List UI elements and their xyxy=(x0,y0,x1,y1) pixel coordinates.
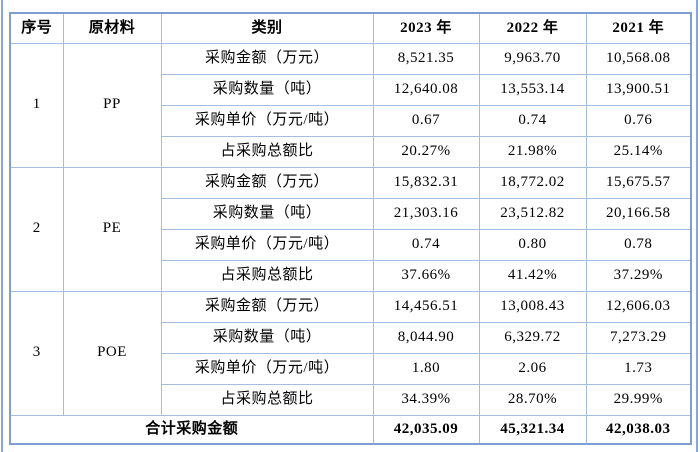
col-header-category: 类别 xyxy=(160,12,374,44)
value-cell-2022: 28.70% xyxy=(478,383,587,416)
value-cell-2023: 20.27% xyxy=(372,135,480,168)
col-header-index: 序号 xyxy=(9,12,64,44)
value-cell-2023: 0.74 xyxy=(372,228,480,261)
group-index-cell: 1 xyxy=(9,42,64,168)
value-cell-2021: 37.29% xyxy=(585,259,692,292)
value-cell-2021: 1.73 xyxy=(585,352,692,385)
category-cell: 采购数量（吨） xyxy=(160,321,374,354)
category-cell: 占采购总额比 xyxy=(160,383,374,416)
category-cell: 占采购总额比 xyxy=(160,259,374,292)
value-cell-2022: 9,963.70 xyxy=(478,42,587,75)
page-frame-right xyxy=(696,0,698,452)
table-row: 采购单价（万元/吨） 0.74 0.80 0.78 xyxy=(10,228,692,261)
category-cell: 采购数量（吨） xyxy=(160,197,374,230)
group-material-cell: PP xyxy=(62,42,162,168)
col-header-2021: 2021 年 xyxy=(585,12,692,44)
value-cell-2022: 0.80 xyxy=(478,228,587,261)
value-cell-2023: 8,044.90 xyxy=(372,321,480,354)
value-cell-2023: 1.80 xyxy=(372,352,480,385)
category-cell: 采购金额（万元） xyxy=(160,290,374,323)
category-cell: 采购单价（万元/吨） xyxy=(160,104,374,137)
value-cell-2021: 10,568.08 xyxy=(585,42,692,75)
table-row: 占采购总额比 37.66% 41.42% 37.29% xyxy=(10,259,692,292)
value-cell-2023: 12,640.08 xyxy=(372,73,480,106)
value-cell-2021: 0.76 xyxy=(585,104,692,137)
col-header-material: 原材料 xyxy=(62,12,162,44)
value-cell-2022: 41.42% xyxy=(478,259,587,292)
value-cell-2021: 12,606.03 xyxy=(585,290,692,323)
table-row: 采购数量（吨） 8,044.90 6,329.72 7,273.29 xyxy=(10,321,692,354)
value-cell-2022: 21.98% xyxy=(478,135,587,168)
value-cell-2022: 2.06 xyxy=(478,352,587,385)
total-value-2023: 42,035.09 xyxy=(372,414,480,445)
group-material-cell: PE xyxy=(62,166,162,292)
category-cell: 采购金额（万元） xyxy=(160,42,374,75)
group-index-cell: 3 xyxy=(9,290,64,416)
raw-material-procurement-table: 序号 原材料 类别 2023 年 2022 年 2021 年 1 PP 采购金额… xyxy=(9,12,692,445)
value-cell-2023: 21,303.16 xyxy=(372,197,480,230)
group-index-cell: 2 xyxy=(9,166,64,292)
value-cell-2021: 29.99% xyxy=(585,383,692,416)
category-cell: 占采购总额比 xyxy=(160,135,374,168)
value-cell-2022: 13,553.14 xyxy=(478,73,587,106)
value-cell-2021: 20,166.58 xyxy=(585,197,692,230)
page-frame-left xyxy=(1,0,3,452)
value-cell-2022: 23,512.82 xyxy=(478,197,587,230)
value-cell-2021: 25.14% xyxy=(585,135,692,168)
category-cell: 采购金额（万元） xyxy=(160,166,374,199)
total-value-2022: 45,321.34 xyxy=(478,414,587,445)
total-label-cell: 合计采购金额 xyxy=(9,414,374,445)
value-cell-2023: 14,456.51 xyxy=(372,290,480,323)
value-cell-2022: 6,329.72 xyxy=(478,321,587,354)
value-cell-2021: 7,273.29 xyxy=(585,321,692,354)
category-cell: 采购单价（万元/吨） xyxy=(160,352,374,385)
table-row: 2 PE 采购金额（万元） 15,832.31 18,772.02 15,675… xyxy=(9,166,692,292)
table-row: 采购单价（万元/吨） 0.67 0.74 0.76 xyxy=(10,104,692,137)
table-row: 1 PP 采购金额（万元） 8,521.35 9,963.70 10,568.0… xyxy=(9,42,692,168)
value-cell-2023: 8,521.35 xyxy=(372,42,480,75)
value-cell-2023: 0.67 xyxy=(372,104,480,137)
value-cell-2023: 15,832.31 xyxy=(372,166,480,199)
table-row: 采购单价（万元/吨） 1.80 2.06 1.73 xyxy=(10,352,692,385)
category-cell: 采购数量（吨） xyxy=(160,73,374,106)
total-value-2021: 42,038.03 xyxy=(585,414,692,445)
value-cell-2021: 13,900.51 xyxy=(585,73,692,106)
table-row: 3 POE 采购金额（万元） 14,456.51 13,008.43 12,60… xyxy=(9,290,692,416)
value-cell-2022: 13,008.43 xyxy=(478,290,587,323)
table-row: 采购数量（吨） 12,640.08 13,553.14 13,900.51 xyxy=(10,73,692,106)
value-cell-2022: 0.74 xyxy=(478,104,587,137)
category-cell: 采购单价（万元/吨） xyxy=(160,228,374,261)
value-cell-2021: 15,675.57 xyxy=(585,166,692,199)
table-row: 采购数量（吨） 21,303.16 23,512.82 20,166.58 xyxy=(10,197,692,230)
value-cell-2021: 0.78 xyxy=(585,228,692,261)
group-material-cell: POE xyxy=(62,290,162,416)
col-header-2023: 2023 年 xyxy=(372,12,480,44)
value-cell-2023: 34.39% xyxy=(372,383,480,416)
value-cell-2023: 37.66% xyxy=(372,259,480,292)
total-row: 合计采购金额 42,035.09 45,321.34 42,038.03 xyxy=(9,414,692,445)
table-row: 占采购总额比 20.27% 21.98% 25.14% xyxy=(10,135,692,168)
col-header-2022: 2022 年 xyxy=(478,12,587,44)
value-cell-2022: 18,772.02 xyxy=(478,166,587,199)
header-row: 序号 原材料 类别 2023 年 2022 年 2021 年 xyxy=(9,12,692,44)
